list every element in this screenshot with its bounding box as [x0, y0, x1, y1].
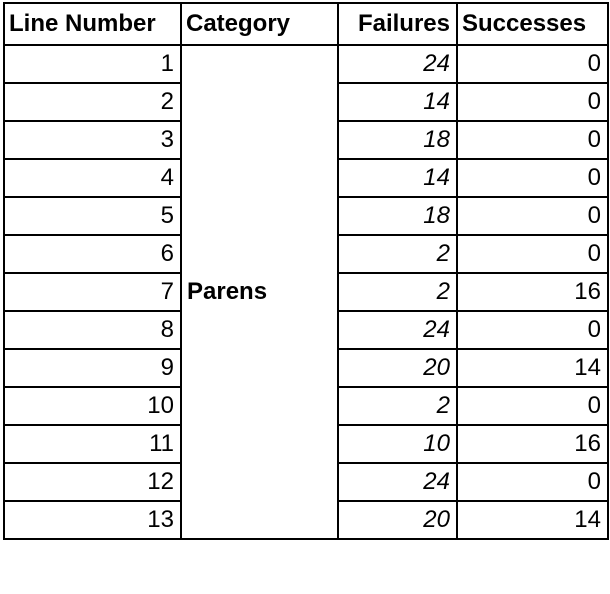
- table-body: 1 Parens 24 0 2 14 0 3 18 0 4 14 0 5 18 0 6 2 0 7 2 16 8 24 0 9 20…: [3, 44, 609, 540]
- failures-cell: 10: [337, 424, 458, 464]
- table-row: 3 18 0: [3, 120, 609, 160]
- failures-cell: 2: [337, 272, 458, 312]
- line-number-cell: 10: [3, 386, 182, 426]
- line-number-cell: 2: [3, 82, 182, 122]
- line-number-cell: 7: [3, 272, 182, 312]
- table-row: 10 2 0: [3, 386, 609, 426]
- successes-cell: 16: [456, 424, 609, 464]
- line-number-cell: 3: [3, 120, 182, 160]
- line-number-cell: 9: [3, 348, 182, 388]
- successes-cell: 14: [456, 348, 609, 388]
- failures-cell: 18: [337, 196, 458, 236]
- failures-cell: 20: [337, 348, 458, 388]
- line-number-cell: 8: [3, 310, 182, 350]
- table-row: 7 2 16: [3, 272, 609, 312]
- line-number-cell: 1: [3, 44, 182, 84]
- table-row: 8 24 0: [3, 310, 609, 350]
- failures-cell: 24: [337, 44, 458, 84]
- failures-cell: 24: [337, 462, 458, 502]
- header-failures: Failures: [337, 2, 458, 46]
- line-number-cell: 12: [3, 462, 182, 502]
- successes-cell: 0: [456, 158, 609, 198]
- failures-cell: 20: [337, 500, 458, 540]
- failures-cell: 2: [337, 234, 458, 274]
- failures-cell: 24: [337, 310, 458, 350]
- table-row: 11 10 16: [3, 424, 609, 464]
- successes-cell: 16: [456, 272, 609, 312]
- successes-cell: 0: [456, 310, 609, 350]
- successes-cell: 0: [456, 120, 609, 160]
- line-number-cell: 5: [3, 196, 182, 236]
- line-number-cell: 13: [3, 500, 182, 540]
- failures-cell: 14: [337, 82, 458, 122]
- failures-cell: 14: [337, 158, 458, 198]
- failures-cell: 2: [337, 386, 458, 426]
- successes-cell: 0: [456, 386, 609, 426]
- failures-cell: 18: [337, 120, 458, 160]
- successes-cell: 0: [456, 82, 609, 122]
- table-row: 13 20 14: [3, 500, 609, 540]
- line-number-cell: 4: [3, 158, 182, 198]
- table-row: 5 18 0: [3, 196, 609, 236]
- table-row: 4 14 0: [3, 158, 609, 198]
- results-table: Line Number Category Failures Successes …: [3, 2, 609, 540]
- successes-cell: 0: [456, 234, 609, 274]
- successes-cell: 0: [456, 44, 609, 84]
- table-row: 1 Parens 24 0: [3, 44, 609, 540]
- header-category: Category: [180, 2, 339, 46]
- line-number-cell: 6: [3, 234, 182, 274]
- successes-cell: 14: [456, 500, 609, 540]
- table-row: 9 20 14: [3, 348, 609, 388]
- table-row: 12 24 0: [3, 462, 609, 502]
- successes-cell: 0: [456, 462, 609, 502]
- table-row: 2 14 0: [3, 82, 609, 122]
- header-successes: Successes: [456, 2, 609, 46]
- header-row: Line Number Category Failures Successes: [3, 2, 609, 46]
- successes-cell: 0: [456, 196, 609, 236]
- line-number-cell: 11: [3, 424, 182, 464]
- category-cell: Parens: [180, 44, 339, 540]
- header-line-number: Line Number: [3, 2, 182, 46]
